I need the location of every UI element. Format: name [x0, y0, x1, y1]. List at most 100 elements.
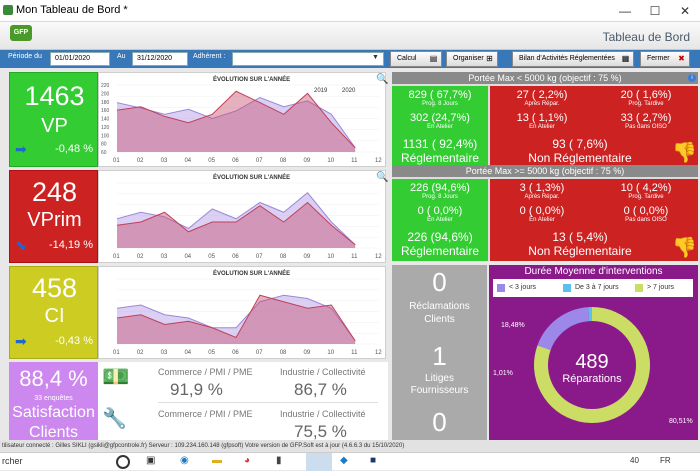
app-icon[interactable]: ◆: [340, 455, 348, 466]
portee-small-green: 829 ( 67,7%) Prog. 8 Jours 302 (24,7%) En …: [392, 86, 488, 168]
industrie-value: 86,7 %: [294, 380, 347, 399]
legend-label: De 3 à 7 jours: [575, 284, 619, 291]
x-tick-label: 11: [351, 254, 358, 260]
chevron-down-icon[interactable]: ▼: [372, 54, 379, 61]
kpi-vp[interactable]: 1463 VP ➡ -0,48 %: [9, 72, 98, 167]
chart-ci: ÉVOLUTION SUR L'ANNÉE 01 02 03 04 05 06 07 08 09 1…: [98, 266, 386, 359]
app-icon[interactable]: ■: [370, 455, 377, 466]
satisfaction-label: Satisfaction: [12, 404, 95, 421]
slice-label: 80,51%: [669, 418, 693, 425]
stat-label: En Atelier: [427, 217, 453, 223]
au-label: Au: [117, 53, 126, 60]
series-area-2020: [117, 202, 356, 248]
stat-value: 0 ( 0,0%): [623, 205, 669, 217]
x-tick-label: 01: [113, 254, 120, 260]
x-tick-label: 03: [161, 158, 168, 164]
x-tick-label: 02: [137, 254, 144, 260]
minimize-button[interactable]: —: [619, 4, 631, 18]
stat-label: Pas dans OISO: [625, 217, 667, 223]
litiges-value: 1: [432, 341, 447, 371]
edge-icon[interactable]: ◉: [180, 455, 189, 466]
organiser-button[interactable]: Organiser ⊞: [446, 51, 498, 67]
duree-legend: < 3 jours De 3 à 7 jours > 7 jours: [493, 279, 693, 297]
legend-swatch: [635, 284, 643, 292]
commerce-label-2: Commerce / PMI / PME: [158, 409, 253, 419]
stat-cell: 20 ( 1,6%) Prog. Tardive: [594, 90, 698, 110]
stat-value: 13 ( 1,1%): [516, 112, 568, 124]
chrome-icon[interactable]: ◕: [244, 455, 251, 466]
litiges-label: Litiges: [425, 373, 454, 384]
gfp-app-icon[interactable]: [306, 453, 332, 471]
portee-large-header: Portée Max >= 5000 kg (objectif : 75 %): [392, 165, 698, 177]
window-titlebar: Mon Tableau de Bord * — ☐ ✕: [0, 0, 700, 22]
thumbs-down-icon: 👎: [672, 237, 697, 259]
stat-cell: 829 ( 67,7%) Prog. 8 Jours: [394, 90, 486, 110]
organiser-label: Organiser: [453, 55, 484, 62]
x-tick-label: 09: [304, 254, 311, 260]
x-tick-label: 12: [375, 350, 382, 356]
task-view-icon[interactable]: ▣: [146, 455, 156, 466]
fermer-button[interactable]: Fermer ✖: [640, 51, 690, 67]
commerce-label: Commerce / PMI / PME: [158, 367, 253, 377]
kpi-label: VPrim: [27, 209, 82, 231]
stat-label: Après Répar.: [524, 194, 560, 200]
chart-svg: ÉVOLUTION SUR L'ANNÉE 01 02 03 04 05 06 07 08 09 1…: [113, 173, 382, 260]
fermer-label: Fermer: [647, 55, 670, 62]
reclamations-panel[interactable]: 0 Réclamations Clients 1 Litiges Fournis…: [392, 265, 487, 440]
commerce-value: 91,9 %: [170, 380, 223, 399]
search-box[interactable]: rcher: [2, 456, 23, 466]
kpi-value: 248: [31, 177, 78, 207]
zoom-icon[interactable]: 🔍: [376, 74, 389, 85]
x-tick-label: 08: [280, 158, 287, 164]
portee-small-panel: Portée Max < 5000 kg (objectif : 75 %) i…: [392, 72, 698, 168]
stat-value: 226 (94,6%): [410, 182, 470, 194]
date-from-field[interactable]: 01/01/2020: [50, 52, 110, 66]
kpi-trend: -14,19 %: [48, 239, 93, 251]
stat-label: En Atelier: [427, 124, 453, 130]
legend-swatch: [497, 284, 505, 292]
duree-donut: [534, 307, 650, 423]
donut-center-value: 489: [575, 351, 609, 373]
series-line-2019: [116, 294, 356, 342]
language-indicator[interactable]: FR: [660, 456, 671, 465]
donut-center-label: Réparations: [562, 373, 622, 385]
slice-label: 18,48%: [501, 322, 525, 329]
cortana-icon[interactable]: [116, 455, 130, 469]
maximize-button[interactable]: ☐: [649, 4, 661, 18]
kpi-ci[interactable]: 458 CI ➡ -0,43 %: [9, 266, 98, 359]
legend-label: 2019: [314, 88, 328, 94]
x-tick-label: 09: [304, 350, 311, 356]
x-tick-label: 01: [113, 158, 120, 164]
explorer-icon[interactable]: ▬: [212, 455, 222, 466]
adherent-label: Adhérent :: [193, 53, 226, 60]
stat-value: 33 ( 2,7%): [620, 112, 672, 124]
x-tick-label: 07: [256, 254, 263, 260]
stat-cell: 10 ( 4,2%) Prog. Tardive: [594, 183, 698, 203]
bilan-button[interactable]: Bilan d'Activités Réglementées ▦: [512, 51, 634, 67]
kpi-value: 1463: [24, 81, 85, 111]
x-tick-label: 10: [327, 158, 334, 164]
save-icon[interactable]: ▮: [276, 455, 282, 466]
stat-label: En Atelier: [529, 124, 555, 130]
x-tick-label: 04: [184, 350, 191, 356]
third-value: 0: [432, 407, 447, 437]
satisfaction-panel[interactable]: 88,4 % 33 enquêtes Satisfaction Clients: [9, 362, 98, 440]
date-to-field[interactable]: 31/12/2020: [132, 52, 188, 66]
kpi-label: VP: [41, 115, 68, 137]
x-tick-label: 12: [375, 254, 382, 260]
notification-badge[interactable]: 40: [630, 456, 639, 465]
periode-label: Période du: [8, 53, 42, 60]
calcul-button[interactable]: Calcul ▤: [390, 51, 442, 67]
stat-label: Prog. Tardive: [628, 194, 664, 200]
reglementaire-label: Réglementaire: [400, 244, 480, 258]
kpi-vprim[interactable]: 248 VPrim ⬊ -14,19 %: [9, 170, 98, 263]
category-satisfaction: 💵 Commerce / PMI / PME 91,9 % Industrie …: [98, 362, 388, 440]
close-window-button[interactable]: ✕: [679, 4, 691, 18]
kpi-value: 458: [31, 273, 78, 303]
info-icon[interactable]: i: [688, 74, 696, 82]
adherent-select[interactable]: [232, 52, 384, 66]
zoom-icon[interactable]: 🔍: [376, 172, 389, 183]
stat-value: 20 ( 1,6%): [620, 89, 672, 101]
chart-vp: ÉVOLUTION SUR L'ANNÉE 2019 2020 220 200 180 16…: [98, 72, 386, 167]
chart-vprim: ÉVOLUTION SUR L'ANNÉE 01 02 03 04 05 06 07 08 09 1…: [98, 170, 386, 263]
